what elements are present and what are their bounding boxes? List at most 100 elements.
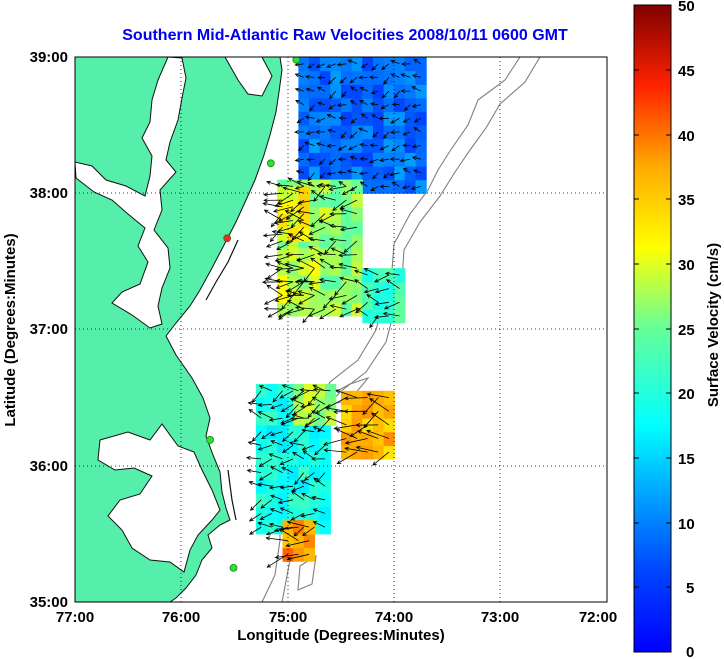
velocity-vector (358, 171, 368, 176)
heatmap-cell (341, 302, 353, 317)
heatmap-cell (298, 166, 310, 181)
heatmap-cell (394, 125, 406, 140)
velocity-vector (248, 481, 262, 487)
velocity-vector (259, 513, 272, 520)
colorbar-tick-label: 20 (678, 386, 695, 403)
velocity-vector (350, 117, 358, 124)
velocity-vector (372, 172, 379, 180)
heatmap-cell (277, 200, 289, 215)
heatmap-cell (404, 125, 416, 140)
heatmap-cell (362, 431, 374, 446)
colorbar-tick-label: 15 (678, 451, 695, 468)
heatmap-cell (394, 166, 406, 181)
heatmap-cell (287, 275, 299, 290)
heatmap-cell (330, 97, 342, 113)
velocity-vector (328, 104, 336, 110)
heatmap-cell (287, 302, 299, 317)
heatmap-cell (309, 275, 321, 290)
velocity-vector (327, 77, 336, 85)
velocity-vector (355, 423, 379, 428)
heatmap-cell (298, 213, 310, 228)
heatmap-cell (319, 465, 331, 480)
velocity-vector (347, 59, 358, 65)
velocity-vector (312, 521, 326, 528)
velocity-vector (312, 426, 326, 433)
heatmap-cell (325, 397, 337, 412)
velocity-vector (329, 265, 347, 270)
heatmap-cell (309, 220, 321, 235)
colorbar-tick-label: 10 (678, 516, 695, 533)
velocity-vector (344, 438, 368, 445)
velocity-vector (310, 257, 326, 269)
velocity-vector (335, 389, 358, 398)
heatmap-cell (266, 520, 278, 535)
velocity-vector (272, 206, 294, 213)
velocity-vector (274, 199, 294, 207)
velocity-vector (337, 157, 347, 162)
velocity-vector (379, 145, 390, 151)
heatmap-cell (362, 57, 374, 72)
velocity-vector (249, 499, 262, 511)
heatmap-cell (330, 275, 342, 290)
velocity-vector (337, 170, 347, 175)
x-tick-labels: 77:00 76:00 75:00 74:00 73:00 72:00 (56, 609, 617, 626)
heatmap-cell (404, 70, 416, 85)
velocity-vector (290, 513, 304, 521)
velocity-vector (316, 251, 336, 256)
heatmap-cell (351, 247, 363, 262)
heatmap-cell (266, 397, 278, 412)
heatmap-cell (319, 261, 331, 276)
velocity-vector (274, 267, 294, 272)
velocity-vector (358, 75, 368, 80)
velocity-vector (349, 100, 358, 106)
velocity-vector (257, 411, 272, 419)
heatmap-cell (383, 281, 395, 296)
velocity-vector (326, 143, 336, 148)
heatmap-cell (293, 397, 305, 412)
heatmap-cell (319, 452, 331, 467)
station-marker (292, 57, 301, 64)
velocity-vector (304, 115, 315, 120)
velocity-vector (315, 63, 326, 68)
heatmap-cell (255, 465, 268, 480)
velocity-vector (304, 74, 315, 79)
heatmap-cell (266, 465, 278, 480)
velocity-vector (383, 77, 390, 86)
velocity-vector (334, 281, 347, 296)
velocity-vector (310, 213, 326, 228)
velocity-vector (389, 157, 400, 162)
velocity-vector (402, 131, 411, 136)
velocity-vector (355, 302, 368, 314)
heatmap-cell (319, 506, 331, 521)
heatmap-cell (319, 302, 331, 317)
heatmap-cell (287, 506, 299, 521)
velocity-vector (319, 308, 336, 320)
velocity-vector (412, 74, 421, 79)
velocity-vector (411, 144, 421, 149)
velocity-vector (263, 209, 283, 221)
heatmap-cell (330, 193, 342, 208)
station-marker (223, 234, 232, 243)
chesapeake-bay (75, 57, 187, 329)
velocity-vector (318, 277, 336, 283)
velocity-vector (311, 456, 326, 462)
heatmap-cell (372, 57, 385, 72)
colorbar-tick-label: 30 (678, 257, 695, 274)
velocity-vector (247, 401, 262, 406)
heatmap-cell (255, 424, 268, 440)
velocity-vector (305, 87, 315, 92)
heatmap-cell (266, 452, 278, 467)
velocity-vector (374, 274, 390, 283)
velocity-vector (391, 145, 400, 152)
heatmap-cell (415, 125, 427, 140)
heatmap-cell (341, 111, 353, 126)
velocity-vector (338, 253, 358, 258)
velocity-vector (277, 192, 294, 205)
heatmap-cell (287, 186, 299, 201)
heatmap-cell (404, 84, 416, 99)
velocity-vector (286, 300, 304, 310)
colorbar-tick-label: 50 (678, 0, 695, 15)
velocity-vector (294, 279, 315, 284)
velocity-vector (411, 156, 421, 161)
heatmap-cell (266, 384, 278, 399)
